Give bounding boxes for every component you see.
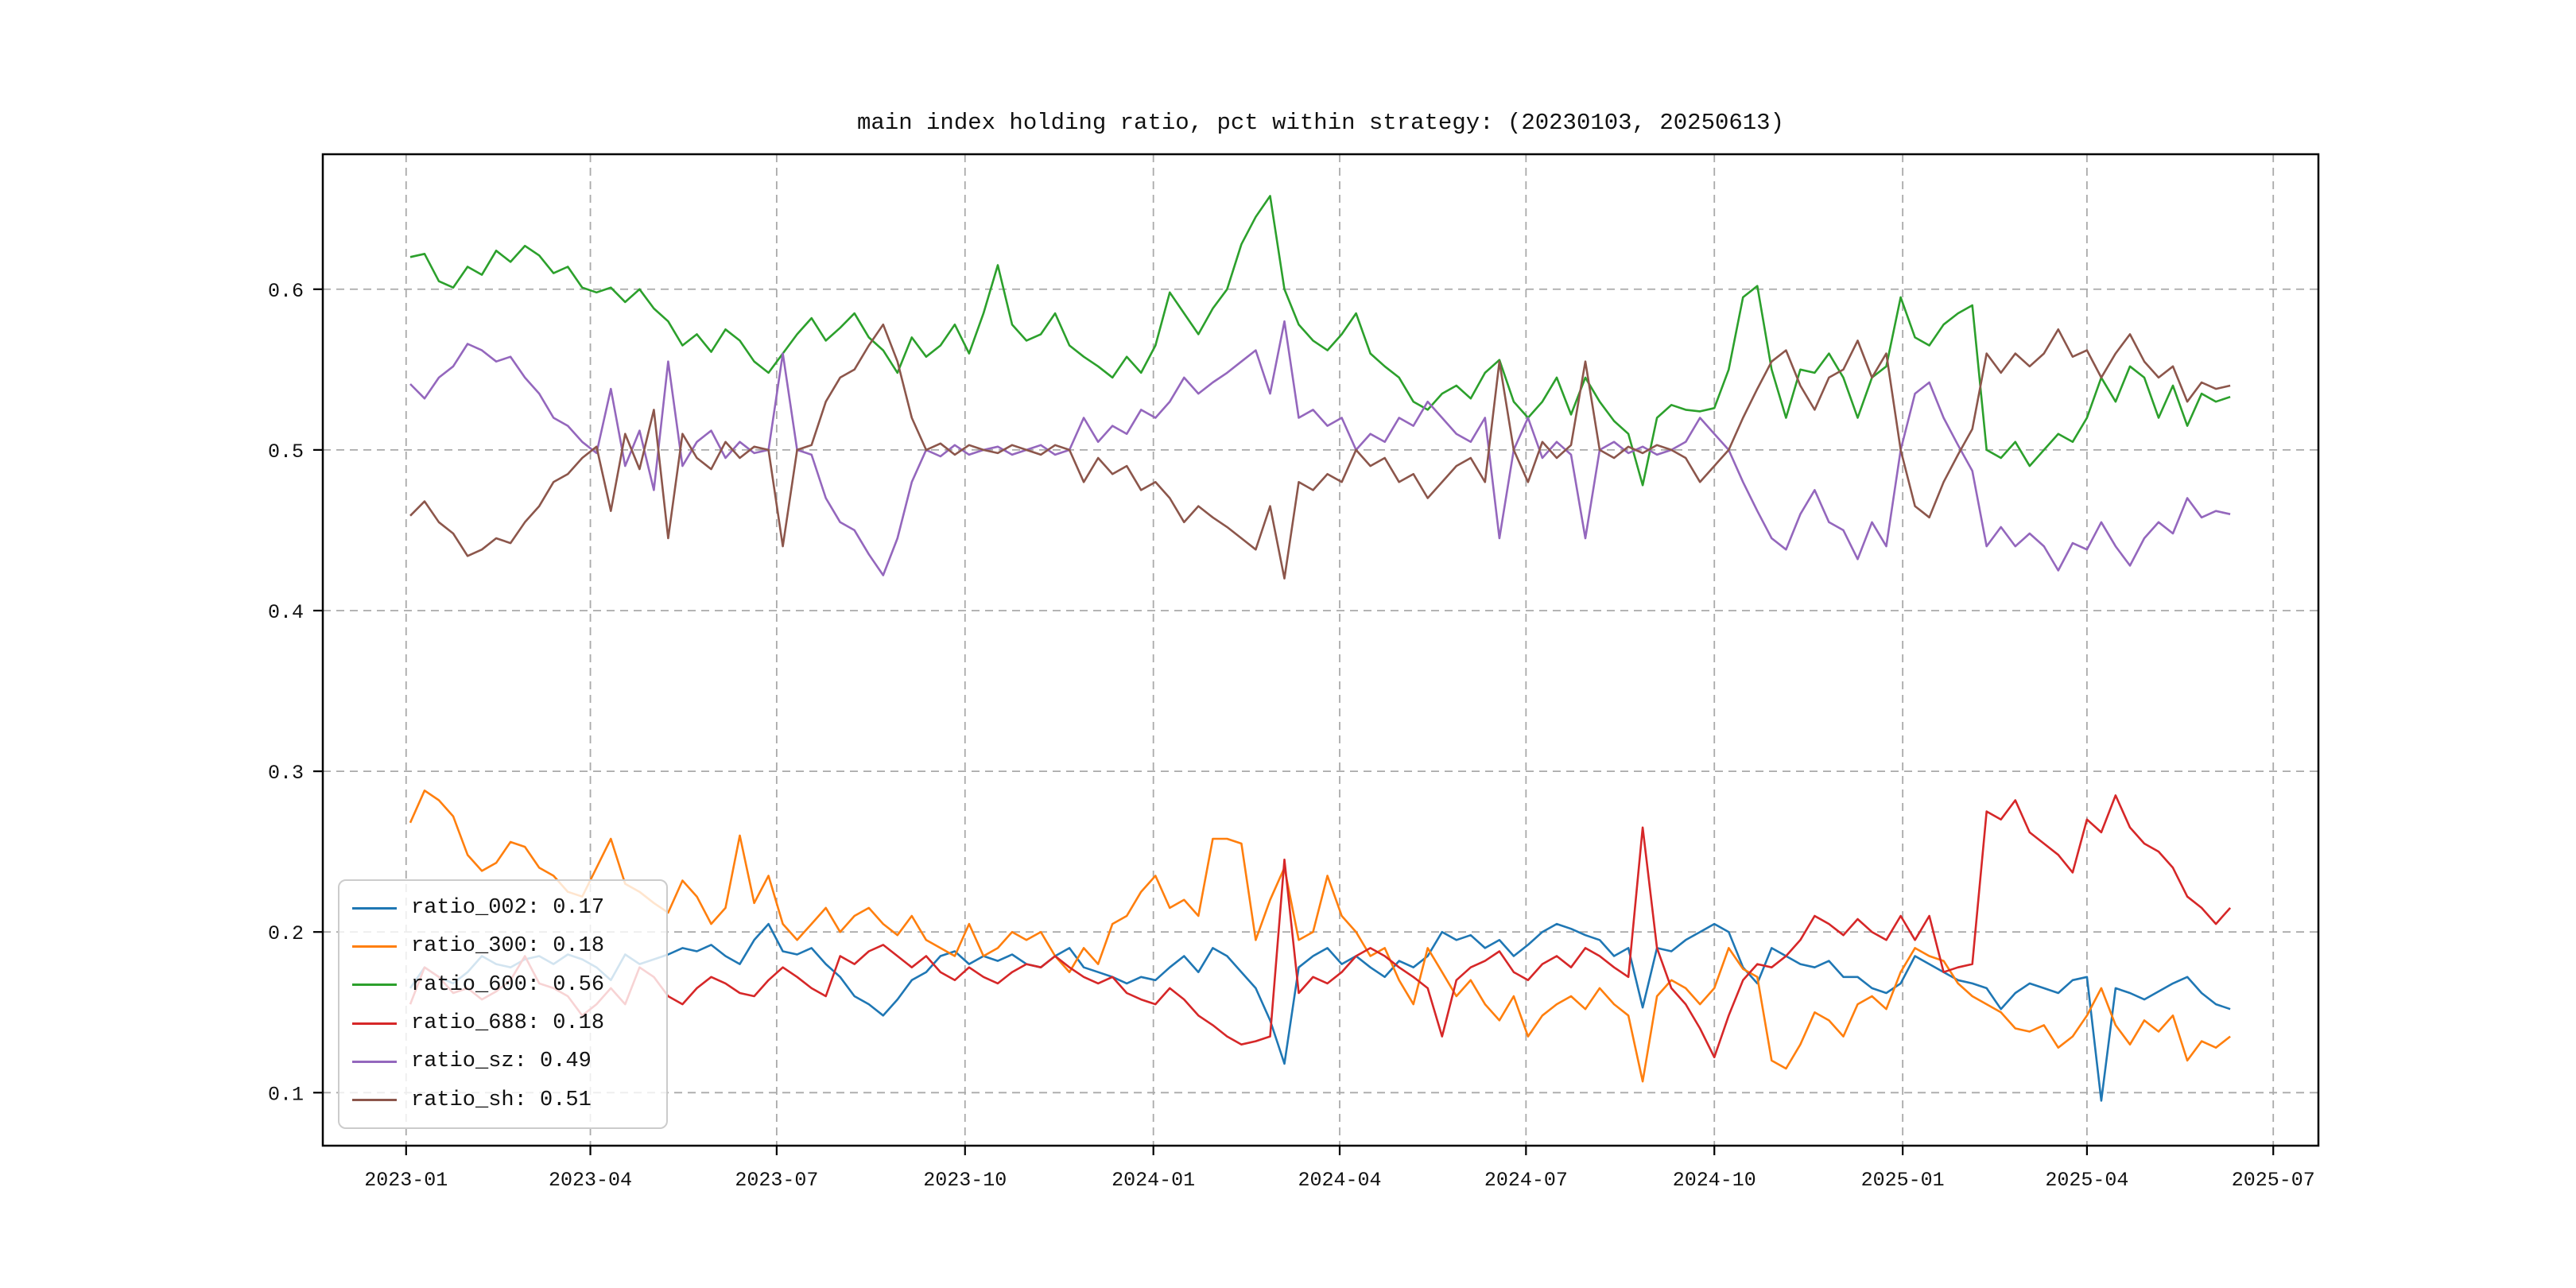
x-tick-label: 2024-01 bbox=[1111, 1169, 1195, 1192]
series-line-ratio_sz bbox=[409, 320, 2231, 576]
legend-line-sample bbox=[352, 906, 397, 910]
y-tick-label: 0.5 bbox=[268, 440, 304, 464]
series-line-ratio_600 bbox=[409, 195, 2231, 487]
x-tick-label: 2025-04 bbox=[2045, 1169, 2128, 1192]
legend-item: ratio_600: 0.56 bbox=[352, 973, 666, 997]
x-tick-label: 2024-10 bbox=[1673, 1169, 1756, 1192]
x-tick-label: 2024-04 bbox=[1298, 1169, 1381, 1192]
series-line-ratio_300 bbox=[409, 789, 2231, 1083]
legend-line-sample bbox=[352, 1060, 397, 1063]
x-tick-label: 2025-01 bbox=[1861, 1169, 1945, 1192]
legend-label: ratio_sh: 0.51 bbox=[411, 1088, 592, 1112]
legend-item: ratio_002: 0.17 bbox=[352, 896, 666, 920]
chart-title: main index holding ratio, pct within str… bbox=[857, 110, 1784, 136]
legend-line-sample bbox=[352, 1099, 397, 1102]
legend: ratio_002: 0.17 ratio_300: 0.18 ratio_600:… bbox=[338, 879, 668, 1129]
legend-item: ratio_sh: 0.51 bbox=[352, 1088, 666, 1112]
legend-label: ratio_688: 0.18 bbox=[411, 1011, 605, 1036]
legend-label: ratio_sz: 0.49 bbox=[411, 1049, 592, 1074]
x-tick-label: 2023-10 bbox=[923, 1169, 1007, 1192]
legend-line-sample bbox=[352, 983, 397, 987]
series-line-ratio_sh bbox=[409, 323, 2231, 580]
legend-item: ratio_300: 0.18 bbox=[352, 934, 666, 958]
x-tick-label: 2025-07 bbox=[2232, 1169, 2315, 1192]
plot-frame bbox=[321, 153, 2320, 1147]
x-tick-label: 2023-01 bbox=[364, 1169, 448, 1192]
legend-item: ratio_688: 0.18 bbox=[352, 1011, 666, 1035]
series-line-ratio_688 bbox=[409, 794, 2232, 1059]
legend-label: ratio_600: 0.56 bbox=[411, 972, 605, 997]
x-tick-label: 2023-04 bbox=[549, 1169, 632, 1192]
x-tick-label: 2024-07 bbox=[1484, 1169, 1568, 1192]
x-tick-label: 2023-07 bbox=[735, 1169, 818, 1192]
y-tick-label: 0.6 bbox=[268, 280, 304, 303]
y-tick-label: 0.4 bbox=[268, 601, 304, 624]
y-tick-label: 0.2 bbox=[268, 922, 304, 945]
y-tick-label: 0.3 bbox=[268, 762, 304, 785]
legend-label: ratio_300: 0.18 bbox=[411, 934, 605, 959]
legend-line-sample bbox=[352, 945, 397, 948]
series-line-ratio_002 bbox=[409, 922, 2231, 1102]
legend-line-sample bbox=[352, 1022, 397, 1025]
y-tick-label: 0.1 bbox=[268, 1083, 304, 1106]
legend-label: ratio_002: 0.17 bbox=[411, 896, 605, 921]
legend-item: ratio_sz: 0.49 bbox=[352, 1049, 666, 1073]
